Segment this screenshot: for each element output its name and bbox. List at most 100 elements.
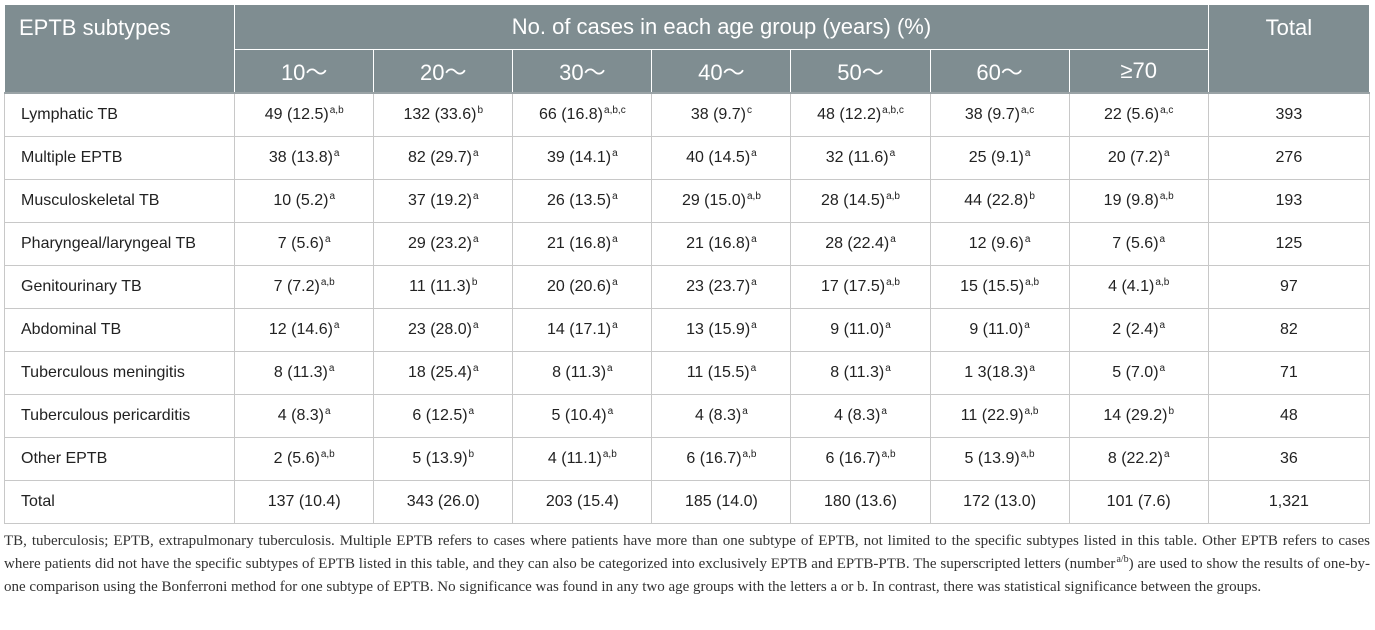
table-row: Tuberculous pericarditis 4 (8.3)a 6 (12.5)… [3,394,1371,438]
cell-superscript: a [473,362,479,374]
cell-superscript: a [1163,448,1170,460]
cell-superscript: a,b,c [604,104,626,116]
cell-value: 4 (8.3) [834,407,881,424]
age-group-60: 60～ [929,49,1070,94]
row-total: 276 [1207,136,1371,180]
cell-value: 20 (20.6) [547,278,612,295]
age-group-40: 40～ [651,49,792,94]
table-cell: 28 (14.5)a,b [790,179,931,223]
table-cell: 17 (17.5)a,b [790,265,931,309]
cell-superscript: a,b [602,448,617,460]
cell-superscript: a [325,405,331,417]
cell-value: 8 (11.3) [552,364,607,381]
table-cell: 11 (11.3)b [373,265,514,309]
cell-value: 11 (22.9) [960,407,1024,424]
cell-value: 26 (13.5) [547,192,612,209]
cell-value: 18 (25.4) [407,364,472,381]
table-footnote: TB, tuberculosis; EPTB, extrapulmonary t… [4,530,1370,599]
cell-value: 7 (5.6) [1112,235,1159,252]
age-group-70-plus: ≥70 [1068,49,1209,94]
cell-value: 185 (14.0) [684,493,758,510]
table-cell: 19 (9.8)a,b [1068,179,1209,223]
cell-value: 172 (13.0) [963,493,1037,510]
footnote-text-2: ) are used to show the results of one-by… [4,556,1370,595]
cell-value: 82 (29.7) [407,149,472,166]
cell-superscript: a [885,362,891,374]
row-total: 71 [1207,351,1371,395]
table-cell: 101 (7.6) [1068,480,1209,524]
table-cell: 1 3(18.3)a [929,351,1070,395]
table-cell: 44 (22.8)b [929,179,1070,223]
cell-superscript: a [612,190,618,202]
cell-value: 15 (15.5) [960,278,1025,295]
cell-superscript: a [473,190,479,202]
cell-superscript: a [607,405,614,417]
cell-superscript: a,b [1024,405,1039,417]
cell-value: 21 (16.8) [547,235,612,252]
row-label: Total [3,480,236,524]
cell-value: 203 (15.4) [545,493,619,510]
table-cell: 9 (11.0)a [929,308,1070,352]
cell-superscript: a,b [886,190,900,202]
cell-value: 44 (22.8) [964,192,1029,209]
table-cell: 10 (5.2)a [234,179,375,223]
table-row: Tuberculous meningitis 8 (11.3)a 18 (25.4)… [3,351,1371,395]
cell-superscript: a [612,233,618,245]
cell-value: 11 (15.5) [686,364,750,381]
table-cell: 23 (23.7)a [651,265,792,309]
table-cell: 180 (13.6) [790,480,931,524]
table-cell: 21 (16.8)a [651,222,792,266]
cell-superscript: a [751,319,757,331]
table-cell: 7 (5.6)a [234,222,375,266]
cell-superscript: a [333,147,340,159]
table-row: Total 137 (10.4) 343 (26.0) 203 (15.4) 185 (… [3,480,1371,524]
table-cell: 37 (19.2)a [373,179,514,223]
cell-value: 38 (9.7) [690,106,746,123]
row-label: Tuberculous meningitis [3,351,236,395]
cell-value: 49 (12.5) [264,106,329,123]
row-total: 48 [1207,394,1371,438]
table-cell: 38 (9.7)a,c [929,92,1070,137]
table-cell: 4 (8.3)a [790,394,931,438]
cell-value: 6 (16.7) [686,450,742,467]
cell-value: 4 (11.1) [547,450,602,467]
cell-superscript: a,b [886,276,900,288]
table-cell: 137 (10.4) [234,480,375,524]
table-cell: 132 (33.6)b [373,92,514,137]
cell-value: 39 (14.1) [547,149,612,166]
cell-value: 4 (8.3) [277,407,325,424]
table-cell: 203 (15.4) [512,480,653,524]
cell-superscript: a,b,c [882,104,904,116]
table-cell: 66 (16.8)a,b,c [512,92,653,137]
cell-superscript: a [1159,362,1166,374]
cell-superscript: a [607,362,613,374]
cell-superscript: b [471,276,478,288]
table-cell: 6 (12.5)a [373,394,514,438]
table-cell: 5 (13.9)a,b [929,437,1070,481]
cell-value: 17 (17.5) [821,278,886,295]
table-cell: 6 (16.7)a,b [790,437,931,481]
cell-superscript: a [881,405,887,417]
cell-value: 4 (4.1) [1108,278,1155,295]
table-cell: 172 (13.0) [929,480,1070,524]
cell-superscript: a,b [1159,190,1174,202]
table-cell: 38 (13.8)a [234,136,375,180]
cell-superscript: a,b [1155,276,1170,288]
cell-value: 343 (26.0) [406,493,480,510]
cell-value: 7 (5.6) [277,235,325,252]
table-cell: 12 (9.6)a [929,222,1070,266]
table-cell: 11 (15.5)a [651,351,792,395]
cell-value: 37 (19.2) [407,192,472,209]
table-cell: 4 (4.1)a,b [1068,265,1209,309]
table-cell: 13 (15.9)a [651,308,792,352]
cell-value: 5 (13.9) [412,450,468,467]
table-row: Musculoskeletal TB 10 (5.2)a 37 (19.2)a 26 … [3,179,1371,223]
cell-value: 29 (15.0) [681,192,746,209]
cell-value: 13 (15.9) [686,321,751,338]
row-label: Other EPTB [3,437,236,481]
cell-value: 9 (11.0) [830,321,885,338]
table-cell: 14 (29.2)b [1068,394,1209,438]
cell-superscript: a,b [320,448,335,460]
cell-superscript: c [746,104,752,116]
table-cell: 29 (23.2)a [373,222,514,266]
